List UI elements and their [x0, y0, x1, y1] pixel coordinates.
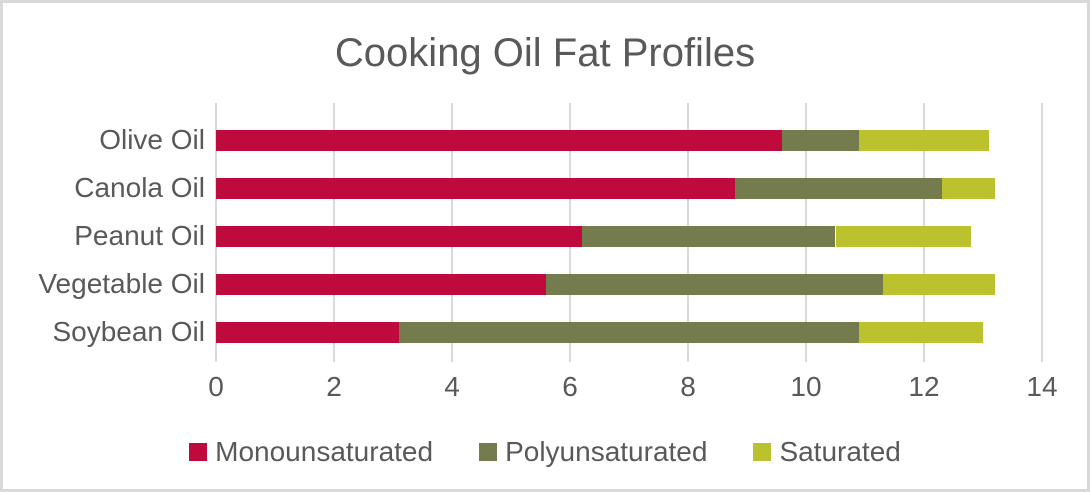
x-axis-tick-label: 14	[1026, 371, 1058, 402]
bar-segment-saturated	[859, 322, 983, 343]
y-axis-category-label: Peanut Oil	[74, 220, 205, 251]
x-axis-tick-label: 8	[680, 371, 696, 402]
legend-item-saturated: Saturated	[753, 436, 901, 468]
gridline	[1041, 103, 1043, 351]
bar-segment-monounsaturated	[216, 274, 547, 295]
bar-segment-monounsaturated	[216, 322, 399, 343]
axis-tick	[451, 351, 453, 362]
chart-title: Cooking Oil Fat Profiles	[334, 31, 756, 75]
bar-segment-saturated	[835, 226, 972, 247]
bar-segment-monounsaturated	[216, 130, 783, 151]
legend-color-swatch-icon	[753, 443, 772, 461]
legend-item-polyunsaturated: Polyunsaturated	[479, 436, 707, 468]
bar-segment-monounsaturated	[216, 178, 736, 199]
legend-label: Polyunsaturated	[505, 436, 708, 467]
x-axis-tick-label: 4	[444, 371, 460, 402]
axis-tick	[215, 351, 217, 362]
bar-segment-polyunsaturated	[735, 178, 942, 199]
legend-item-monounsaturated: Monounsaturated	[189, 436, 433, 468]
legend-label: Saturated	[779, 436, 901, 467]
y-axis-category-label: Olive Oil	[99, 124, 205, 155]
bar-segment-saturated	[882, 274, 995, 295]
legend-label: Monounsaturated	[215, 436, 434, 467]
bar-segment-polyunsaturated	[546, 274, 883, 295]
x-axis-tick-label: 2	[326, 371, 342, 402]
axis-tick	[1041, 351, 1043, 362]
bar-segment-polyunsaturated	[782, 130, 860, 151]
plot-area: 0 2 4 6 8 10 12 14 Olive Oil Canola Oil Peanut Oil…	[3, 3, 1087, 489]
x-axis-tick-label: 0	[208, 371, 224, 402]
y-axis-category-label: Canola Oil	[74, 172, 205, 203]
x-axis-tick-label: 12	[908, 371, 940, 402]
axis-tick	[923, 351, 925, 362]
bar-segment-polyunsaturated	[398, 322, 860, 343]
y-axis-category-label: Soybean Oil	[52, 316, 205, 347]
axis-tick	[569, 351, 571, 362]
bar-segment-polyunsaturated	[581, 226, 836, 247]
axis-tick	[805, 351, 807, 362]
legend: Monounsaturated Polyunsaturated Saturated	[3, 433, 1087, 471]
bar-segment-monounsaturated	[216, 226, 582, 247]
axis-tick	[333, 351, 335, 362]
axis-tick	[687, 351, 689, 362]
bar-segment-saturated	[859, 130, 989, 151]
x-axis-tick-label: 10	[790, 371, 822, 402]
legend-color-swatch-icon	[479, 443, 498, 461]
x-axis-tick-label: 6	[562, 371, 578, 402]
legend-color-swatch-icon	[189, 443, 208, 461]
y-axis-category-label: Vegetable Oil	[38, 268, 205, 299]
bar-segment-saturated	[941, 178, 995, 199]
